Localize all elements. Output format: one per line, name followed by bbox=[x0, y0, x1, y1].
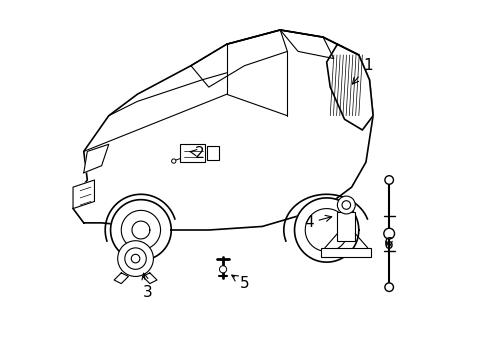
Text: 1: 1 bbox=[352, 58, 372, 84]
Bar bbox=[206, 146, 219, 160]
Bar bbox=[321, 248, 370, 257]
Text: 4: 4 bbox=[304, 215, 331, 230]
Polygon shape bbox=[326, 44, 372, 130]
Text: 2: 2 bbox=[189, 146, 204, 161]
Polygon shape bbox=[110, 200, 171, 260]
Circle shape bbox=[118, 241, 153, 276]
Polygon shape bbox=[114, 273, 128, 284]
Polygon shape bbox=[294, 198, 358, 262]
Circle shape bbox=[341, 201, 350, 209]
Polygon shape bbox=[73, 30, 372, 230]
Text: 5: 5 bbox=[231, 275, 249, 291]
Text: 3: 3 bbox=[142, 273, 153, 300]
Text: 6: 6 bbox=[384, 237, 393, 252]
Circle shape bbox=[383, 228, 394, 239]
Circle shape bbox=[219, 266, 226, 273]
Bar bbox=[337, 212, 354, 241]
Circle shape bbox=[384, 283, 393, 292]
Polygon shape bbox=[83, 144, 108, 173]
Bar bbox=[180, 144, 205, 162]
Circle shape bbox=[131, 254, 140, 263]
Circle shape bbox=[124, 248, 146, 269]
Circle shape bbox=[337, 196, 354, 214]
Polygon shape bbox=[73, 180, 94, 208]
Circle shape bbox=[171, 159, 176, 163]
Polygon shape bbox=[142, 273, 157, 284]
Circle shape bbox=[384, 176, 393, 184]
